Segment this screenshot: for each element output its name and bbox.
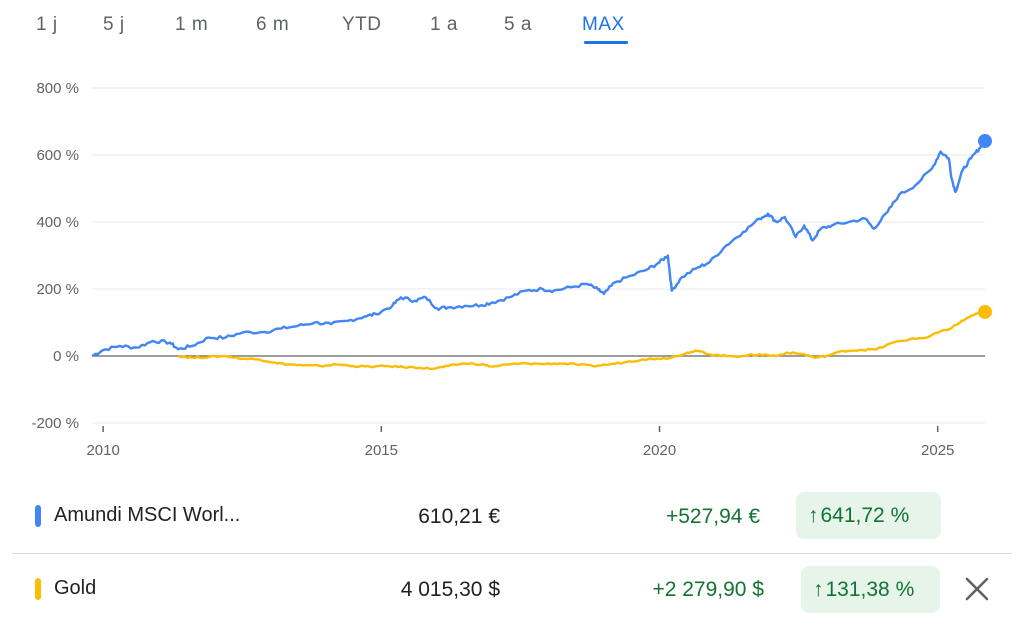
series-color-swatch xyxy=(35,578,41,600)
row-percent: 641,72 % xyxy=(820,504,910,527)
y-tick-label: 0 % xyxy=(53,348,79,365)
time-range-tabs: 1 j 5 j 1 m 6 m YTD 1 a 5 a MAX xyxy=(0,0,1030,56)
active-tab-indicator xyxy=(584,41,628,44)
row-change: +2 279,90 $ xyxy=(652,578,764,601)
comparison-row-gold[interactable]: Gold 4 015,30 $ +2 279,90 $ ↑131,38 % xyxy=(12,558,1012,620)
y-tick-label: -200 % xyxy=(31,415,79,432)
row-name: Amundi MSCI Worl... xyxy=(54,504,241,526)
arrow-up-icon: ↑ xyxy=(813,578,824,601)
y-tick-label: 800 % xyxy=(36,80,79,97)
series-line xyxy=(91,140,987,358)
x-tick-label: 2015 xyxy=(365,442,398,459)
comparison-row-msci[interactable]: Amundi MSCI Worl... 610,21 € +527,94 € ↑… xyxy=(12,485,1012,547)
x-tick-label: 2020 xyxy=(643,442,676,459)
y-tick-label: 600 % xyxy=(36,147,79,164)
series-end-marker xyxy=(978,304,992,319)
x-tick-label: 2010 xyxy=(86,442,119,459)
series-color-swatch xyxy=(35,505,41,527)
tab-1-year[interactable]: 1 a xyxy=(430,14,458,35)
arrow-up-icon: ↑ xyxy=(808,504,819,527)
row-name: Gold xyxy=(54,577,97,599)
tab-1-month[interactable]: 1 m xyxy=(175,14,209,35)
row-price: 4 015,30 $ xyxy=(400,578,500,601)
series-line xyxy=(177,310,986,371)
tab-max[interactable]: MAX xyxy=(582,14,625,35)
row-divider xyxy=(12,553,1012,554)
x-tick-label: 2025 xyxy=(921,442,954,459)
performance-chart: 800 % 600 % 400 % 200 % 0 % -200 % 2010 2015 202… xyxy=(31,80,992,459)
row-percent-badge: ↑641,72 % xyxy=(796,492,941,539)
row-percent: 131,38 % xyxy=(825,578,915,601)
row-percent-badge: ↑131,38 % xyxy=(801,566,940,613)
tab-6-months[interactable]: 6 m xyxy=(256,14,290,35)
row-change: +527,94 € xyxy=(665,505,760,528)
y-tick-label: 400 % xyxy=(36,214,79,231)
close-icon[interactable] xyxy=(959,571,995,607)
series-end-marker xyxy=(978,134,992,149)
y-tick-label: 200 % xyxy=(36,281,79,298)
tab-5-days[interactable]: 5 j xyxy=(103,14,125,35)
row-price: 610,21 € xyxy=(418,505,500,528)
tab-1-day[interactable]: 1 j xyxy=(36,14,58,35)
tab-ytd[interactable]: YTD xyxy=(342,14,382,35)
tab-5-years[interactable]: 5 a xyxy=(504,14,532,35)
